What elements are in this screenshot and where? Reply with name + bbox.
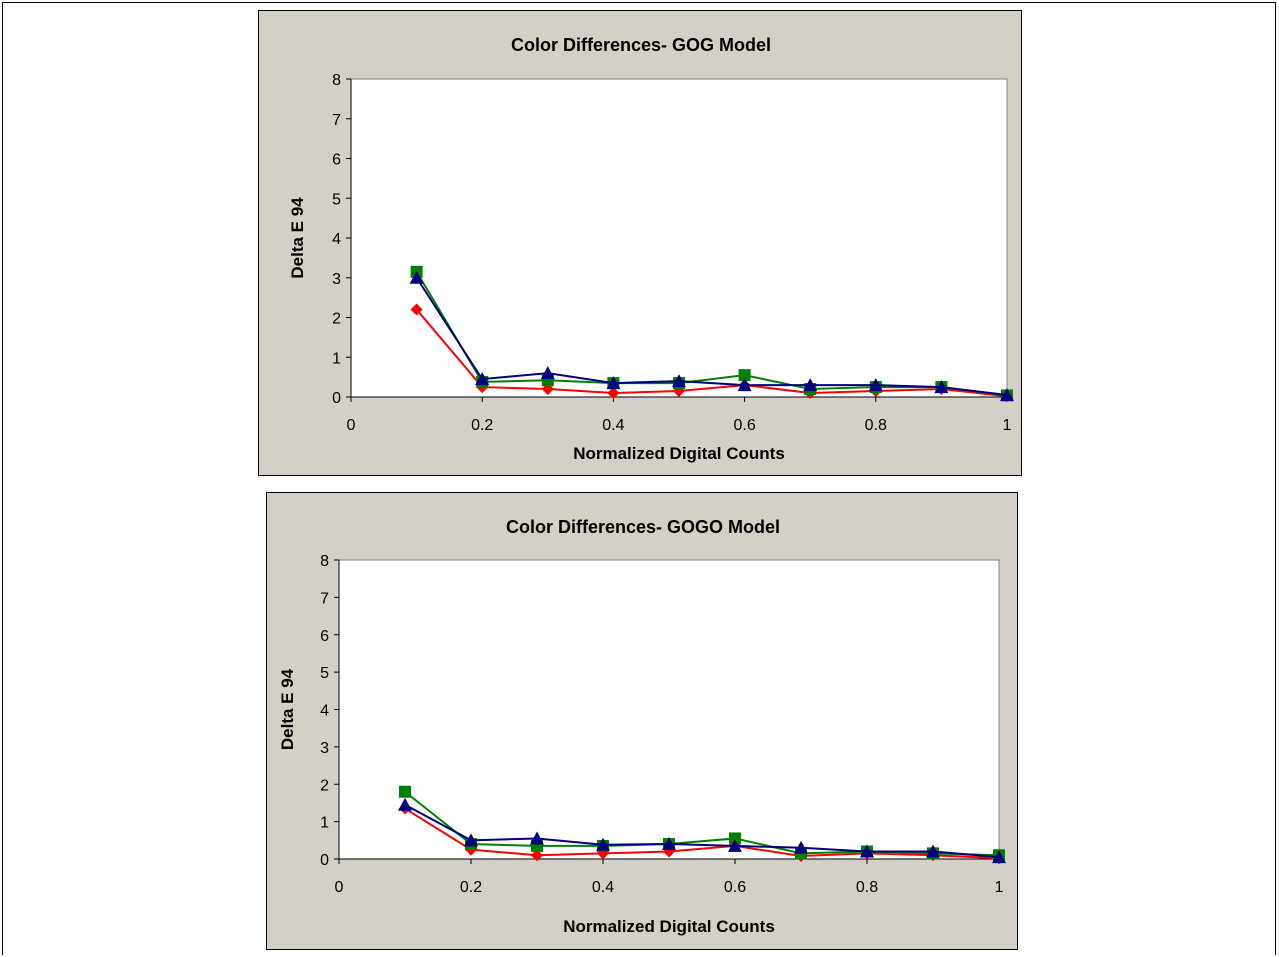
x-axis-label: Normalized Digital Counts — [573, 444, 785, 463]
data-point-triangle — [934, 380, 949, 394]
data-point-triangle — [672, 374, 686, 388]
x-tick-label: 1 — [1003, 417, 1012, 434]
y-tick-label: 1 — [332, 350, 341, 367]
series-line-1 — [415, 308, 1008, 398]
y-tick-label: 5 — [320, 665, 329, 682]
y-tick-label: 3 — [332, 271, 341, 288]
series-line-3 — [415, 277, 1008, 397]
chart-panel-gogo: Color Differences- GOGO Model 0 1 2 3 4 5 6 7 8 0 0… — [266, 492, 1018, 950]
data-point-triangle — [475, 372, 490, 386]
x-tick-label: 0.4 — [602, 417, 624, 434]
x-tick-label: 0.8 — [856, 879, 878, 896]
chart-panel-gog: Color Differences- GOG Model 0 1 2 3 4 5 6 7 8 0 0.… — [258, 10, 1022, 476]
data-point-diamond — [531, 849, 543, 862]
data-point-triangle — [868, 378, 883, 392]
data-point-diamond — [410, 303, 423, 316]
x-tick-label: 0.2 — [460, 879, 482, 896]
y-tick-label: 1 — [320, 815, 329, 832]
y-tick-label: 7 — [332, 112, 341, 129]
series-line-3 — [404, 803, 1000, 859]
data-point-triangle — [992, 850, 1006, 864]
y-tick-label: 4 — [320, 703, 329, 720]
y-tick-label: 3 — [320, 740, 329, 757]
data-point-triangle — [1000, 388, 1014, 402]
data-point-square — [729, 832, 741, 845]
x-tick-label: 0.8 — [865, 417, 887, 434]
chart-gogo: Color Differences- GOGO Model 0 1 2 3 4 5 6 7 8 0 0… — [278, 517, 1006, 936]
data-point-triangle — [728, 838, 742, 852]
x-tick-label: 0 — [335, 879, 344, 896]
x-tick-label: 0.4 — [592, 879, 614, 896]
data-point-diamond — [607, 387, 620, 400]
data-point-triangle — [926, 844, 940, 858]
series-line-1 — [404, 807, 1000, 860]
data-point-triangle — [398, 797, 412, 811]
y-tick-label: 0 — [332, 390, 341, 407]
y-tick-label: 2 — [320, 777, 329, 794]
y-axis-label: Delta E 94 — [288, 197, 307, 279]
x-tick-label: 0.2 — [471, 417, 493, 434]
data-point-triangle — [860, 844, 874, 858]
data-point-square — [738, 369, 751, 382]
data-point-triangle — [662, 837, 676, 851]
chart-gog: Color Differences- GOG Model 0 1 2 3 4 5 6 7 8 0 0.… — [288, 35, 1014, 463]
data-point-square — [399, 785, 411, 798]
y-tick-label: 7 — [320, 590, 329, 607]
data-point-triangle — [803, 378, 818, 392]
y-tick-label: 6 — [320, 628, 329, 645]
x-axis-label: Normalized Digital Counts — [563, 917, 775, 936]
y-tick-label: 4 — [332, 231, 341, 248]
y-tick-label: 0 — [320, 852, 329, 869]
x-tick-label: 0.6 — [724, 879, 746, 896]
y-tick-label: 2 — [332, 311, 341, 328]
chart-title: Color Differences- GOGO Model — [506, 517, 780, 537]
y-tick-label: 8 — [320, 553, 329, 570]
data-point-triangle — [596, 837, 610, 851]
data-point-triangle — [737, 378, 752, 392]
data-point-triangle — [606, 376, 621, 390]
data-point-triangle — [464, 833, 478, 847]
data-point-triangle — [794, 840, 808, 854]
data-point-triangle — [540, 366, 555, 380]
x-tick-label: 1 — [995, 879, 1004, 896]
x-tick-label: 0.6 — [733, 417, 755, 434]
y-tick-label: 5 — [332, 191, 341, 208]
y-axis-label: Delta E 94 — [278, 668, 297, 750]
chart-title: Color Differences- GOG Model — [511, 35, 771, 55]
data-point-triangle — [409, 270, 424, 284]
plot-area — [338, 559, 1000, 860]
y-tick-label: 8 — [332, 72, 341, 89]
x-tick-label: 0 — [347, 417, 356, 434]
data-point-triangle — [530, 831, 544, 845]
y-tick-label: 6 — [332, 152, 341, 169]
